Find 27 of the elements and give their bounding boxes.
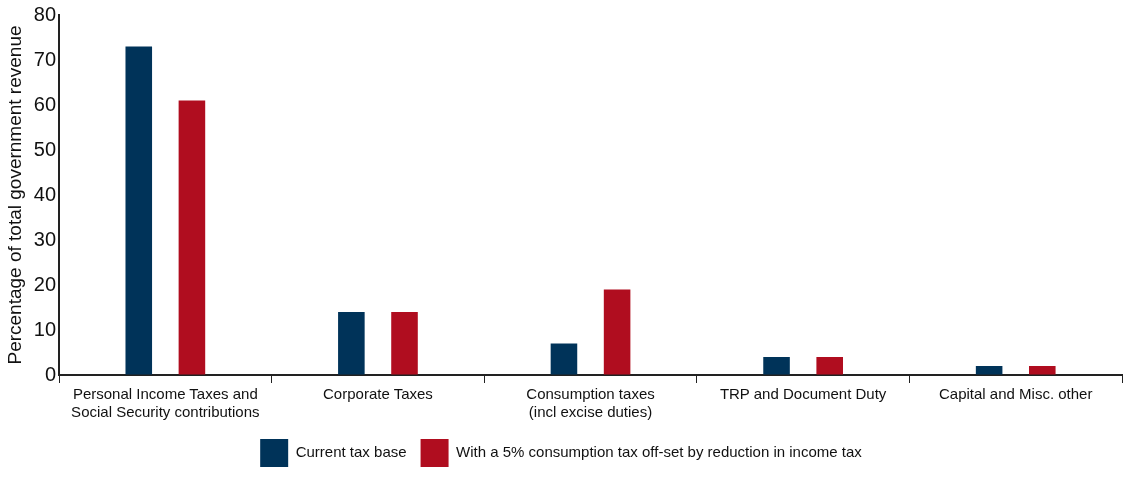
y-tick-label: 20 [33,272,57,295]
y-tick-label: 60 [33,92,57,115]
x-tick-label: Capital and Misc. other [939,385,1093,403]
legend-label: Current tax base [295,443,407,461]
bar [1028,366,1056,375]
bar [550,343,578,375]
y-tick-label: 80 [33,2,57,25]
bar [391,312,418,375]
bar [603,289,631,375]
y-tick-label: 10 [33,317,57,340]
bar [125,46,153,375]
y-axis-title: Percentage of total government revenue [3,25,25,365]
x-tick-label: Personal Income Taxes and Social Security contributions [71,385,260,421]
bar [763,357,790,375]
bar [816,357,843,375]
bar [178,100,206,375]
y-tick-label: 50 [33,137,57,160]
x-tick-label: Corporate Taxes [323,385,433,403]
x-tick-label: Consumption taxes (incl excise duties) [526,385,655,421]
legend-label: With a 5% consumption tax off-set by reduction in income tax [456,443,863,461]
y-tick-label: 30 [33,227,57,250]
bar [975,366,1003,375]
y-tick-label: 0 [44,362,57,385]
y-tick-label: 70 [33,47,57,70]
bar [338,312,365,375]
y-tick-label: 40 [33,182,57,205]
x-tick-label: TRP and Document Duty [719,385,887,403]
